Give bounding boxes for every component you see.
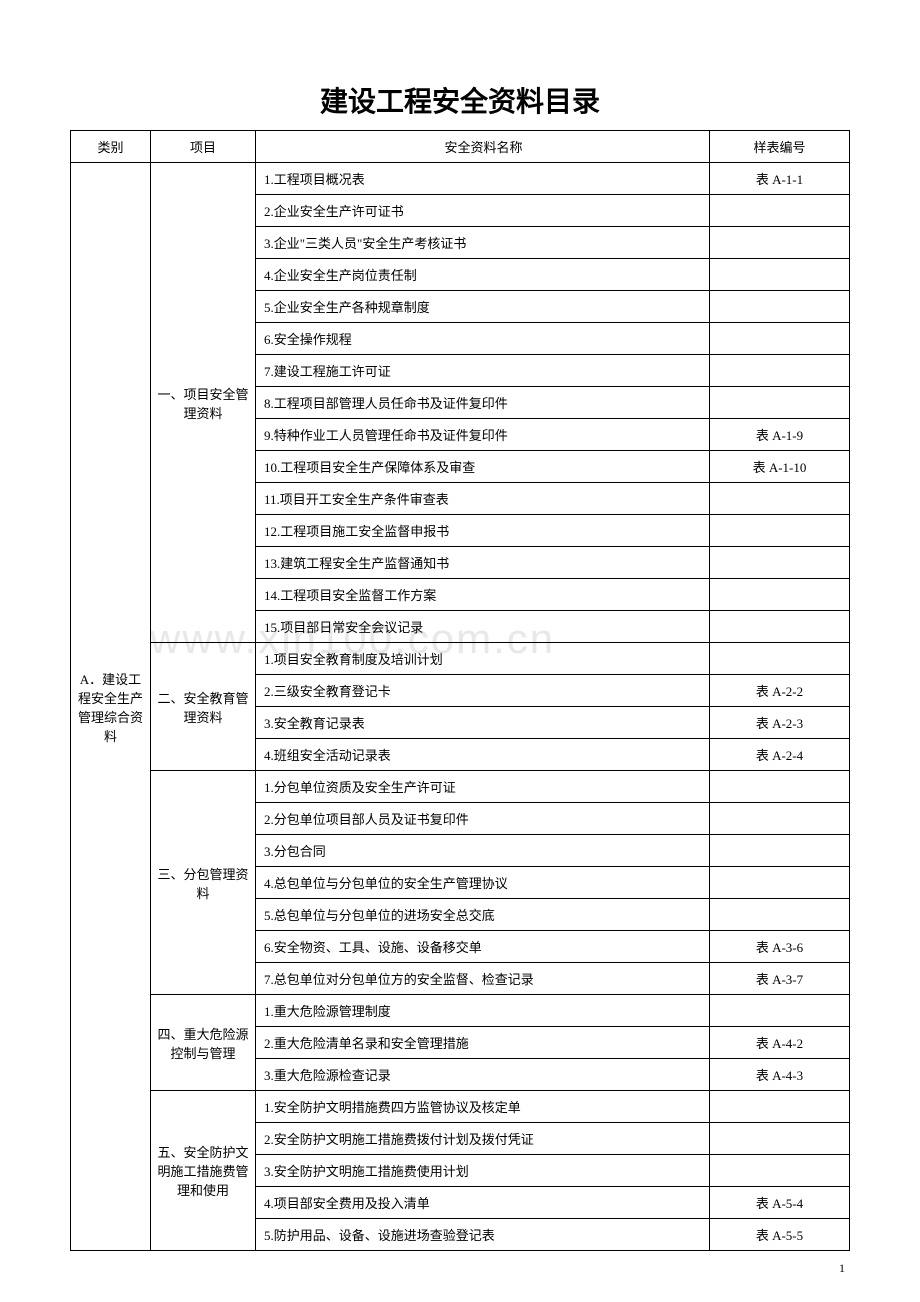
code-cell: 表 A-4-2 (710, 1027, 850, 1059)
code-cell: 表 A-1-9 (710, 419, 850, 451)
code-cell: 表 A-2-2 (710, 675, 850, 707)
name-cell: 7.建设工程施工许可证 (256, 355, 710, 387)
name-cell: 4.班组安全活动记录表 (256, 739, 710, 771)
code-cell (710, 515, 850, 547)
name-cell: 6.安全物资、工具、设施、设备移交单 (256, 931, 710, 963)
name-cell: 7.总包单位对分包单位方的安全监督、检查记录 (256, 963, 710, 995)
code-cell: 表 A-5-5 (710, 1219, 850, 1251)
header-category: 类别 (71, 131, 151, 163)
name-cell: 2.三级安全教育登记卡 (256, 675, 710, 707)
table-row: 三、分包管理资料1.分包单位资质及安全生产许可证 (71, 771, 850, 803)
name-cell: 15.项目部日常安全会议记录 (256, 611, 710, 643)
content-wrapper: 建设工程安全资料目录 类别 项目 安全资料名称 样表编号 A．建设工程安全生产管… (70, 80, 850, 1251)
name-cell: 2.分包单位项目部人员及证书复印件 (256, 803, 710, 835)
table-body: A．建设工程安全生产管理综合资料一、项目安全管理资料1.工程项目概况表表 A-1… (71, 163, 850, 1251)
name-cell: 1.安全防护文明措施费四方监管协议及核定单 (256, 1091, 710, 1123)
code-cell: 表 A-4-3 (710, 1059, 850, 1091)
project-cell: 四、重大危险源控制与管理 (151, 995, 256, 1091)
header-name: 安全资料名称 (256, 131, 710, 163)
code-cell (710, 227, 850, 259)
code-cell: 表 A-2-3 (710, 707, 850, 739)
code-cell (710, 195, 850, 227)
name-cell: 1.项目安全教育制度及培训计划 (256, 643, 710, 675)
name-cell: 1.重大危险源管理制度 (256, 995, 710, 1027)
code-cell (710, 1155, 850, 1187)
code-cell (710, 483, 850, 515)
code-cell: 表 A-5-4 (710, 1187, 850, 1219)
name-cell: 3.企业"三类人员"安全生产考核证书 (256, 227, 710, 259)
code-cell (710, 611, 850, 643)
code-cell (710, 291, 850, 323)
name-cell: 14.工程项目安全监督工作方案 (256, 579, 710, 611)
table-row: 四、重大危险源控制与管理1.重大危险源管理制度 (71, 995, 850, 1027)
name-cell: 3.安全防护文明施工措施费使用计划 (256, 1155, 710, 1187)
name-cell: 11.项目开工安全生产条件审查表 (256, 483, 710, 515)
name-cell: 6.安全操作规程 (256, 323, 710, 355)
name-cell: 10.工程项目安全生产保障体系及审查 (256, 451, 710, 483)
name-cell: 2.重大危险清单名录和安全管理措施 (256, 1027, 710, 1059)
code-cell (710, 1123, 850, 1155)
code-cell: 表 A-1-1 (710, 163, 850, 195)
code-cell (710, 899, 850, 931)
name-cell: 1.分包单位资质及安全生产许可证 (256, 771, 710, 803)
code-cell (710, 771, 850, 803)
code-cell (710, 867, 850, 899)
project-cell: 三、分包管理资料 (151, 771, 256, 995)
name-cell: 9.特种作业工人员管理任命书及证件复印件 (256, 419, 710, 451)
code-cell (710, 995, 850, 1027)
name-cell: 2.安全防护文明施工措施费拨付计划及拨付凭证 (256, 1123, 710, 1155)
code-cell: 表 A-2-4 (710, 739, 850, 771)
name-cell: 5.总包单位与分包单位的进场安全总交底 (256, 899, 710, 931)
name-cell: 2.企业安全生产许可证书 (256, 195, 710, 227)
page-title: 建设工程安全资料目录 (70, 80, 850, 120)
code-cell (710, 355, 850, 387)
table-header-row: 类别 项目 安全资料名称 样表编号 (71, 131, 850, 163)
header-code: 样表编号 (710, 131, 850, 163)
name-cell: 5.防护用品、设备、设施进场查验登记表 (256, 1219, 710, 1251)
main-table: 类别 项目 安全资料名称 样表编号 A．建设工程安全生产管理综合资料一、项目安全… (70, 130, 850, 1251)
code-cell (710, 835, 850, 867)
name-cell: 5.企业安全生产各种规章制度 (256, 291, 710, 323)
code-cell (710, 259, 850, 291)
project-cell: 一、项目安全管理资料 (151, 163, 256, 643)
name-cell: 3.安全教育记录表 (256, 707, 710, 739)
name-cell: 13.建筑工程安全生产监督通知书 (256, 547, 710, 579)
code-cell: 表 A-3-6 (710, 931, 850, 963)
name-cell: 3.分包合同 (256, 835, 710, 867)
name-cell: 4.项目部安全费用及投入清单 (256, 1187, 710, 1219)
name-cell: 8.工程项目部管理人员任命书及证件复印件 (256, 387, 710, 419)
code-cell: 表 A-3-7 (710, 963, 850, 995)
code-cell (710, 1091, 850, 1123)
table-row: A．建设工程安全生产管理综合资料一、项目安全管理资料1.工程项目概况表表 A-1… (71, 163, 850, 195)
name-cell: 3.重大危险源检查记录 (256, 1059, 710, 1091)
code-cell (710, 323, 850, 355)
name-cell: 1.工程项目概况表 (256, 163, 710, 195)
header-project: 项目 (151, 131, 256, 163)
code-cell (710, 387, 850, 419)
page-number: 1 (839, 1261, 845, 1276)
name-cell: 12.工程项目施工安全监督申报书 (256, 515, 710, 547)
code-cell: 表 A-1-10 (710, 451, 850, 483)
project-cell: 五、安全防护文明施工措施费管理和使用 (151, 1091, 256, 1251)
project-cell: 二、安全教育管理资料 (151, 643, 256, 771)
name-cell: 4.企业安全生产岗位责任制 (256, 259, 710, 291)
category-cell: A．建设工程安全生产管理综合资料 (71, 163, 151, 1251)
code-cell (710, 547, 850, 579)
table-row: 五、安全防护文明施工措施费管理和使用1.安全防护文明措施费四方监管协议及核定单 (71, 1091, 850, 1123)
code-cell (710, 579, 850, 611)
name-cell: 4.总包单位与分包单位的安全生产管理协议 (256, 867, 710, 899)
table-row: 二、安全教育管理资料1.项目安全教育制度及培训计划 (71, 643, 850, 675)
code-cell (710, 643, 850, 675)
code-cell (710, 803, 850, 835)
